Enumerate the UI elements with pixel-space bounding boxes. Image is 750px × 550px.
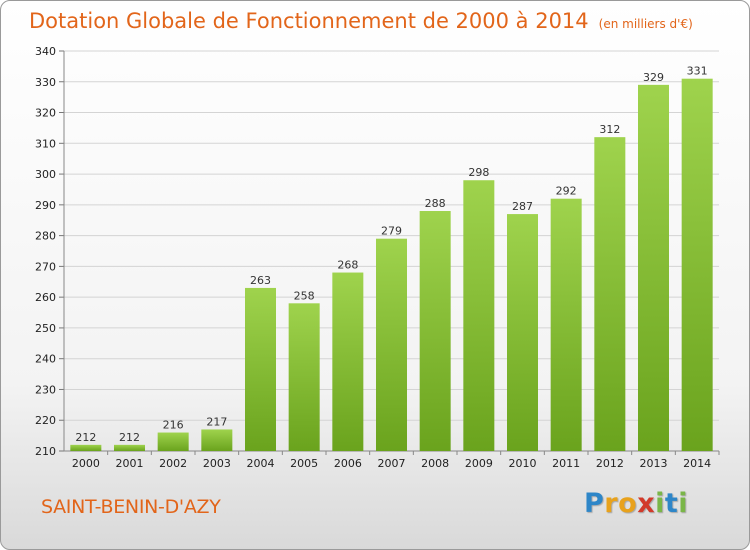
bar (594, 137, 626, 451)
bar (419, 211, 451, 451)
x-tick-label: 2011 (552, 457, 580, 470)
x-tick-label: 2013 (640, 457, 668, 470)
bar (375, 238, 408, 451)
data-label: 263 (250, 274, 271, 287)
bar (244, 287, 277, 451)
y-tick-label: 230 (35, 383, 56, 396)
bar-chart: 210 220 230 240 250 260 270 280 290 300 310 320 330 3… (35, 45, 720, 470)
y-tick-label: 330 (35, 76, 56, 89)
x-tick-label: 2003 (203, 457, 231, 470)
data-label: 268 (337, 259, 358, 272)
data-label: 287 (512, 200, 533, 213)
chart-unit: (en milliers d'€) (598, 17, 693, 31)
data-label: 212 (75, 431, 96, 444)
y-tick-label: 260 (35, 291, 56, 304)
x-tick-label: 2001 (116, 457, 144, 470)
y-tick-label: 210 (35, 445, 56, 458)
data-label: 279 (381, 225, 402, 238)
bar (681, 78, 713, 451)
logo-letter: r (604, 488, 619, 519)
x-tick-label: 2004 (247, 457, 275, 470)
chart-title-text: Dotation Globale de Fonctionnement de 20… (29, 9, 589, 33)
data-label: 212 (119, 431, 140, 444)
x-tick-label: 2009 (465, 457, 493, 470)
data-label: 292 (556, 185, 577, 198)
y-tick-label: 340 (35, 45, 56, 58)
data-label: 288 (425, 197, 446, 210)
bar (157, 432, 189, 451)
bar (637, 84, 670, 451)
y-tick-label: 290 (35, 199, 56, 212)
y-tick-label: 220 (35, 414, 56, 427)
place-name: SAINT-BENIN-D'AZY (41, 496, 221, 518)
data-label: 312 (599, 123, 620, 136)
y-tick-label: 300 (35, 168, 56, 181)
logo-letter: P (584, 488, 605, 519)
bar (332, 272, 364, 451)
y-tick-label: 310 (35, 137, 56, 150)
x-tick-label: 2010 (509, 457, 537, 470)
x-tick-label: 2012 (596, 457, 624, 470)
logo-letter: x (637, 488, 656, 519)
y-tick-label: 270 (35, 260, 56, 273)
bar (201, 429, 233, 451)
y-tick-label: 250 (35, 322, 56, 335)
data-label: 329 (643, 71, 664, 84)
bar (70, 444, 102, 451)
x-tick-label: 2007 (378, 457, 406, 470)
x-tick-label: 2005 (290, 457, 318, 470)
logo-letter: i (655, 488, 665, 519)
data-label: 217 (206, 415, 227, 428)
chart-title: Dotation Globale de Fonctionnement de 20… (29, 9, 693, 33)
x-tick-label: 2008 (421, 457, 449, 470)
x-tick-label: 2006 (334, 457, 362, 470)
bar (288, 303, 320, 451)
x-tick-label: 2014 (683, 457, 711, 470)
y-tick-label: 240 (35, 353, 56, 366)
y-tick-label: 280 (35, 230, 56, 243)
proxiti-logo: Proxiti (584, 488, 688, 519)
data-label: 331 (687, 65, 708, 78)
x-tick-label: 2002 (159, 457, 187, 470)
data-label: 216 (163, 419, 184, 432)
bar (506, 214, 539, 451)
data-label: 298 (468, 166, 489, 179)
bar (113, 444, 146, 451)
logo-letter: o (618, 488, 638, 519)
y-tick-label: 320 (35, 107, 56, 120)
logo-letter: i (678, 488, 689, 519)
data-label: 258 (294, 289, 315, 302)
bar (463, 180, 495, 451)
x-tick-label: 2000 (72, 457, 100, 470)
logo-letter: t (664, 488, 679, 519)
bar (550, 198, 582, 451)
